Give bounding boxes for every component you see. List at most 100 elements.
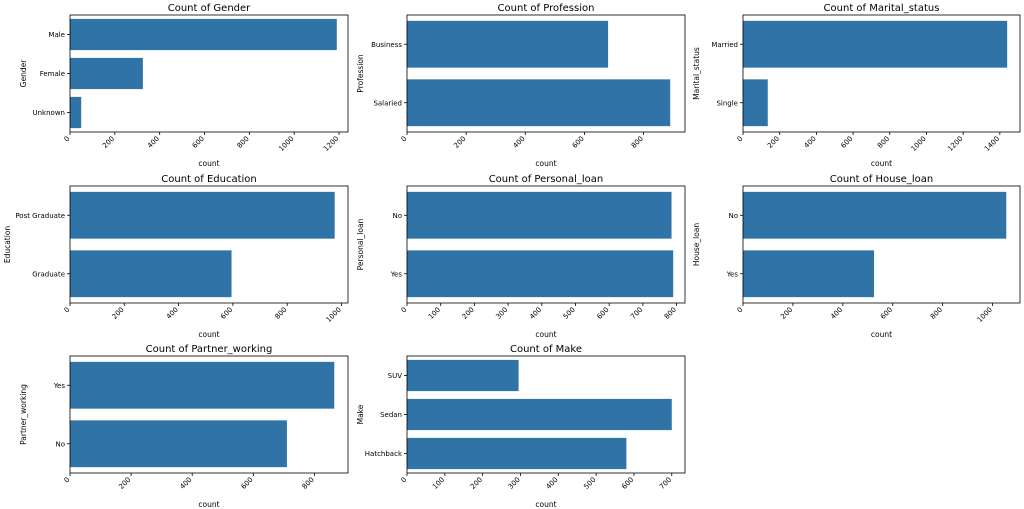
bar bbox=[70, 96, 82, 129]
bar bbox=[743, 191, 1007, 239]
bar bbox=[407, 79, 671, 127]
x-tick-label: 200 bbox=[779, 306, 794, 321]
y-axis-label: Gender bbox=[19, 59, 28, 88]
x-tick-label: 600 bbox=[839, 135, 854, 150]
bar bbox=[407, 437, 627, 470]
chart-title: Count of Profession bbox=[498, 3, 595, 14]
y-tick-label: Single bbox=[716, 99, 738, 107]
x-tick-label: 600 bbox=[620, 476, 635, 491]
x-tick-label: 600 bbox=[571, 135, 586, 150]
bar bbox=[743, 20, 1008, 68]
chart-title: Count of Gender bbox=[168, 3, 251, 14]
chart-title: Count of Partner_working bbox=[146, 344, 273, 355]
x-tick-label: 0 bbox=[400, 135, 409, 144]
plot-frame bbox=[406, 185, 686, 304]
y-tick-label: Graduate bbox=[32, 270, 65, 278]
x-axis-label: count bbox=[535, 159, 556, 168]
chart-title: Count of Marital_status bbox=[824, 3, 940, 14]
x-tick-label: 1400 bbox=[983, 135, 1001, 153]
x-tick-label: 600 bbox=[240, 476, 255, 491]
x-tick-label: 800 bbox=[630, 135, 645, 150]
y-tick-label: No bbox=[55, 440, 65, 448]
x-tick-label: 200 bbox=[101, 135, 116, 150]
bar bbox=[70, 18, 337, 51]
y-axis-label: Marital_status bbox=[692, 47, 701, 100]
plot-frame bbox=[69, 355, 349, 474]
x-tick-label: 700 bbox=[629, 306, 644, 321]
x-tick-label: 400 bbox=[528, 306, 543, 321]
x-tick-label: 200 bbox=[461, 306, 476, 321]
x-tick-label: 800 bbox=[273, 306, 288, 321]
x-tick-label: 0 bbox=[736, 135, 745, 144]
x-axis-label: count bbox=[198, 500, 219, 509]
y-tick-label: Female bbox=[40, 70, 65, 78]
x-tick-label: 1000 bbox=[277, 135, 295, 153]
chart-title: Count of Education bbox=[161, 174, 256, 185]
y-tick-label: Married bbox=[711, 41, 738, 49]
x-axis-label: count bbox=[871, 330, 892, 339]
plot-frame bbox=[69, 185, 349, 304]
y-tick-label: Hatchback bbox=[365, 450, 403, 458]
y-axis-label: Partner_working bbox=[19, 384, 28, 445]
x-tick-label: 1200 bbox=[946, 135, 964, 153]
x-tick-label: 100 bbox=[431, 476, 446, 491]
y-axis-label: House_loan bbox=[692, 223, 701, 267]
bar bbox=[407, 20, 609, 68]
x-tick-label: 400 bbox=[512, 135, 527, 150]
chart-title: Count of House_loan bbox=[830, 174, 933, 185]
x-tick-label: 0 bbox=[400, 306, 409, 315]
y-tick-label: Male bbox=[48, 31, 65, 39]
y-tick-label: SUV bbox=[388, 372, 403, 380]
y-axis-label: Education bbox=[3, 226, 12, 264]
y-tick-label: No bbox=[392, 212, 402, 220]
x-tick-label: 0 bbox=[63, 306, 72, 315]
x-tick-label: 500 bbox=[582, 476, 597, 491]
x-tick-label: 700 bbox=[658, 476, 673, 491]
y-tick-label: Unknown bbox=[33, 109, 66, 117]
y-axis-label: Make bbox=[356, 404, 365, 424]
x-tick-label: 200 bbox=[469, 476, 484, 491]
x-tick-label: 400 bbox=[178, 476, 193, 491]
x-tick-label: 0 bbox=[400, 476, 409, 485]
chart-title: Count of Make bbox=[510, 344, 582, 355]
y-axis-label: Personal_loan bbox=[356, 218, 365, 270]
x-tick-label: 800 bbox=[663, 306, 678, 321]
y-tick-label: Sedan bbox=[380, 411, 402, 419]
y-tick-label: Yes bbox=[53, 382, 66, 390]
y-tick-label: Yes bbox=[726, 270, 739, 278]
x-tick-label: 600 bbox=[219, 306, 234, 321]
x-tick-label: 800 bbox=[236, 135, 251, 150]
x-tick-label: 400 bbox=[165, 306, 180, 321]
bar bbox=[70, 191, 335, 239]
plot-frame bbox=[406, 14, 686, 133]
x-tick-label: 800 bbox=[929, 306, 944, 321]
x-tick-label: 300 bbox=[507, 476, 522, 491]
x-tick-label: 200 bbox=[111, 306, 126, 321]
y-tick-label: Post Graduate bbox=[15, 212, 65, 220]
x-tick-label: 200 bbox=[117, 476, 132, 491]
plot-frame bbox=[742, 14, 1021, 133]
bar bbox=[70, 361, 335, 409]
x-tick-label: 500 bbox=[562, 306, 577, 321]
x-tick-label: 300 bbox=[494, 306, 509, 321]
bar bbox=[407, 398, 672, 431]
x-axis-label: count bbox=[871, 159, 892, 168]
x-tick-label: 400 bbox=[545, 476, 560, 491]
x-tick-label: 0 bbox=[63, 135, 72, 144]
x-tick-label: 400 bbox=[829, 306, 844, 321]
x-tick-label: 600 bbox=[879, 306, 894, 321]
bar bbox=[70, 250, 232, 298]
x-tick-label: 400 bbox=[803, 135, 818, 150]
plot-frame bbox=[742, 185, 1021, 304]
bar bbox=[70, 420, 287, 468]
x-axis-label: count bbox=[198, 330, 219, 339]
x-axis-label: count bbox=[198, 159, 219, 168]
y-tick-label: Business bbox=[371, 41, 402, 49]
x-tick-label: 600 bbox=[595, 306, 610, 321]
y-tick-label: No bbox=[728, 212, 738, 220]
x-tick-label: 800 bbox=[301, 476, 316, 491]
bar bbox=[407, 359, 519, 392]
x-tick-label: 1000 bbox=[910, 135, 928, 153]
bar bbox=[743, 250, 875, 298]
